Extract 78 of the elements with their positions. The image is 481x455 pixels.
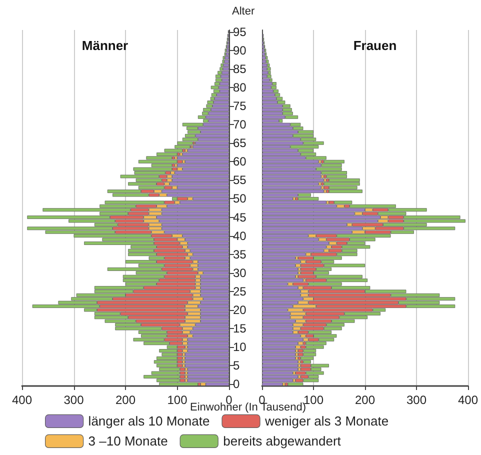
bar — [188, 371, 229, 375]
x-tick-label: 300 — [406, 393, 427, 407]
x-tick-label: 300 — [64, 393, 84, 407]
text: Männer — [82, 38, 128, 53]
legend-label: bereits abgewandert — [223, 434, 342, 449]
bar — [262, 48, 265, 52]
bar — [262, 67, 268, 71]
bar — [223, 64, 229, 67]
y-tick-label: 70 — [233, 118, 247, 132]
y-tick-label: 80 — [233, 80, 247, 94]
bar — [262, 70, 268, 74]
y-tick-label: 20 — [233, 302, 247, 317]
y-tick-label: 75 — [233, 99, 247, 114]
bar — [177, 164, 229, 168]
bar — [300, 356, 314, 360]
y-tick-label: 55 — [233, 173, 247, 188]
bar — [222, 70, 229, 74]
bar — [174, 171, 229, 174]
y-tick-label: 15 — [233, 322, 247, 336]
y-tick-label: 85 — [233, 62, 247, 76]
y-tick-label: 45 — [233, 210, 247, 224]
x-tick-label: 100 — [167, 393, 188, 407]
bar — [262, 360, 298, 364]
bar — [185, 364, 229, 368]
y-tick-label: 65 — [233, 136, 247, 150]
bar — [226, 48, 229, 52]
bar — [303, 360, 311, 364]
y-tick-label: 50 — [233, 192, 247, 206]
y-tick-label: 95 — [233, 24, 247, 39]
bar — [262, 60, 266, 64]
bar — [262, 78, 270, 82]
text: Frauen — [353, 38, 397, 53]
y-tick-label: 35 — [233, 247, 247, 262]
y-tick-label: 60 — [233, 154, 247, 169]
y-tick-label: 90 — [233, 43, 247, 58]
bar — [222, 67, 229, 71]
bar — [262, 349, 296, 352]
bar — [177, 156, 229, 160]
legend-label: länger als 10 Monate — [88, 414, 210, 429]
bar — [262, 178, 324, 182]
y-tick-label: 0 — [233, 377, 240, 392]
bar — [262, 64, 268, 67]
bar — [262, 174, 322, 178]
y-axis-title: Alter — [232, 6, 255, 18]
bar — [188, 368, 229, 372]
x-tick-label: 200 — [115, 393, 136, 407]
bar — [185, 352, 229, 356]
bar — [224, 60, 229, 64]
bar — [262, 271, 298, 275]
y-tick-label: 25 — [233, 284, 247, 298]
bar — [262, 186, 322, 190]
bar — [262, 190, 324, 194]
y-tick-label: 10 — [233, 340, 247, 354]
bar — [185, 356, 229, 360]
y-tick-label: 40 — [233, 228, 247, 243]
bar — [185, 360, 229, 364]
bar — [262, 356, 296, 360]
y-tick-label: 5 — [233, 358, 240, 373]
bar — [224, 56, 229, 60]
legend-label: 3 –10 Monate — [88, 434, 168, 449]
bar — [262, 82, 272, 86]
x-tick-label: 200 — [354, 393, 376, 407]
bar — [188, 375, 229, 378]
bar — [262, 74, 268, 78]
bar — [324, 182, 360, 186]
bar — [266, 60, 269, 64]
bar — [226, 52, 229, 56]
bar — [262, 52, 266, 56]
legend-label: weniger als 3 Monate — [264, 414, 389, 429]
x-tick-label: 400 — [458, 393, 478, 407]
bar — [188, 345, 229, 349]
x-tick-label: 400 — [12, 393, 32, 407]
bar — [262, 352, 296, 356]
bar — [262, 267, 298, 271]
bar — [328, 190, 362, 194]
bar — [262, 56, 266, 60]
y-tick-label: 30 — [233, 266, 247, 280]
bar — [262, 364, 298, 368]
